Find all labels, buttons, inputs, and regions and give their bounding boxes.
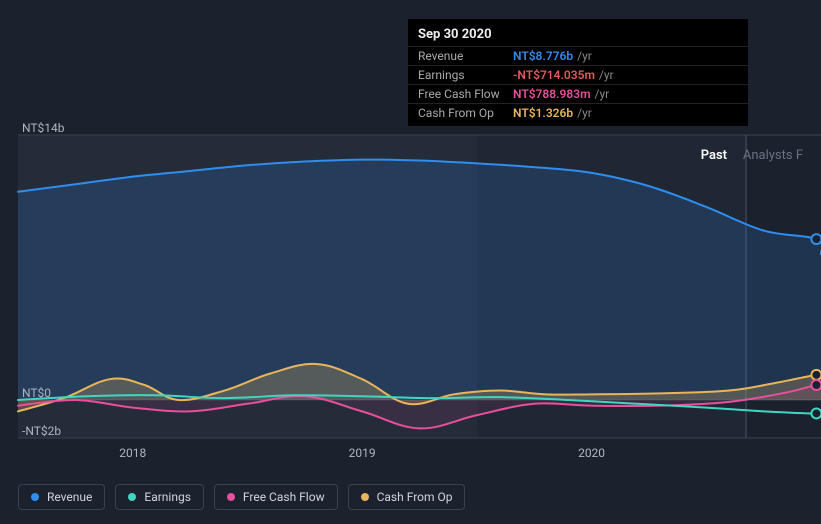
legend-item-free-cash-flow[interactable]: Free Cash Flow (214, 484, 338, 510)
tooltip-metric-label: Cash From Op (418, 106, 513, 120)
tooltip-metric-unit: /yr (595, 87, 610, 101)
tooltip-metric-label: Free Cash Flow (418, 87, 513, 101)
tooltip-metric-unit: /yr (577, 49, 592, 63)
legend-label: Earnings (144, 490, 191, 504)
legend-dot-icon (31, 493, 39, 501)
x-axis-label: 2020 (578, 446, 605, 460)
legend-item-revenue[interactable]: Revenue (18, 484, 105, 510)
tooltip-row: RevenueNT$8.776b/yr (408, 46, 748, 65)
chart-legend: Revenue Earnings Free Cash Flow Cash From O… (18, 484, 465, 510)
tooltip-metric-value: NT$1.326b (513, 106, 573, 120)
legend-label: Free Cash Flow (243, 490, 325, 504)
y-axis-label: NT$14b (22, 121, 65, 135)
tooltip-row: Earnings-NT$714.035m/yr (408, 65, 748, 84)
tooltip-metric-unit: /yr (577, 106, 592, 120)
financials-chart: Sep 30 2020 RevenueNT$8.776b/yrEarnings-… (0, 0, 821, 524)
legend-dot-icon (361, 493, 369, 501)
tab-analyst-forecast[interactable]: Analysts F (743, 148, 803, 163)
y-axis-label: NT$0 (22, 386, 51, 400)
x-axis-label: 2019 (349, 446, 376, 460)
chart-tooltip: Sep 30 2020 RevenueNT$8.776b/yrEarnings-… (408, 19, 748, 126)
tab-past[interactable]: Past (701, 148, 727, 163)
tooltip-row: Free Cash FlowNT$788.983m/yr (408, 84, 748, 103)
legend-label: Cash From Op (377, 490, 453, 504)
legend-item-earnings[interactable]: Earnings (115, 484, 204, 510)
tooltip-metric-value: NT$8.776b (513, 49, 573, 63)
tooltip-date: Sep 30 2020 (408, 27, 748, 46)
x-axis-label: 2018 (119, 446, 146, 460)
tooltip-metric-value: NT$788.983m (513, 87, 591, 101)
tooltip-metric-label: Earnings (418, 68, 513, 82)
tooltip-row: Cash From OpNT$1.326b/yr (408, 103, 748, 122)
tooltip-metric-value: -NT$714.035m (513, 68, 595, 82)
y-axis-label: -NT$2b (22, 424, 61, 438)
tooltip-metric-unit: /yr (599, 68, 614, 82)
tooltip-metric-label: Revenue (418, 49, 513, 63)
legend-label: Revenue (47, 490, 92, 504)
legend-dot-icon (128, 493, 136, 501)
legend-dot-icon (227, 493, 235, 501)
legend-item-cash-from-op[interactable]: Cash From Op (348, 484, 466, 510)
